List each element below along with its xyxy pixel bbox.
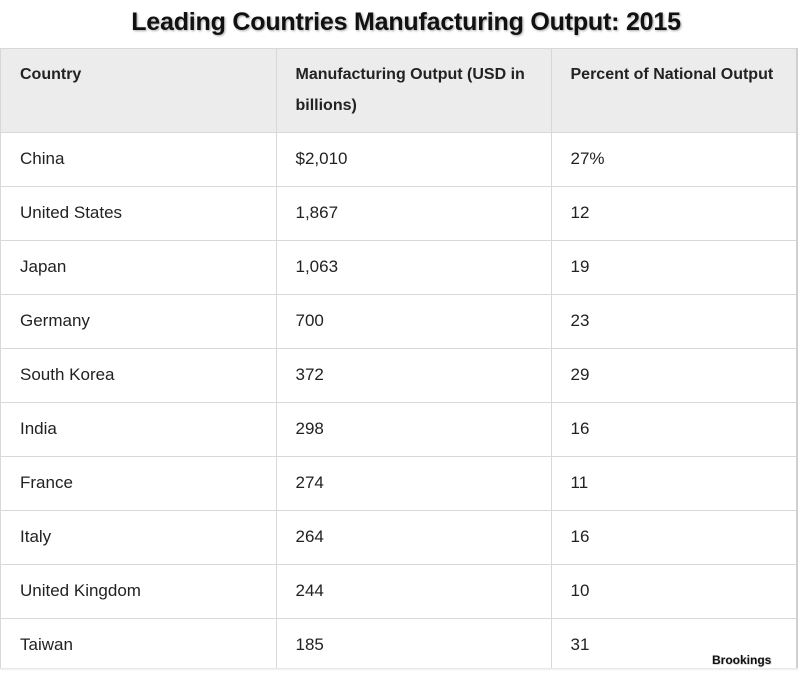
cell-country: France [1,456,277,511]
cell-country: United Kingdom [1,564,277,619]
cell-country: Germany [1,294,277,349]
table-row: South Korea 372 29 [1,348,798,403]
table-row: United Kingdom 244 10 [1,564,798,619]
table-row: Italy 264 16 [1,510,798,565]
column-header-percent-national-output: Percent of National Output [551,49,798,133]
cell-country: Italy [1,510,277,565]
cell-manufacturing-output: 700 [276,294,552,349]
data-table-container: Country Manufacturing Output (USD in bil… [0,48,798,671]
table-row: France 274 11 [1,456,798,511]
table-row: Taiwan 185 31 [1,618,798,671]
table-row: Germany 700 23 [1,294,798,349]
table-row: China $2,010 27% [1,132,798,187]
table-right-border [796,48,798,670]
cell-manufacturing-output: 372 [276,348,552,403]
cell-percent-national-output: 29 [551,348,798,403]
cell-percent-national-output: 27% [551,132,798,187]
cell-manufacturing-output: 185 [276,618,552,671]
table-row: Japan 1,063 19 [1,240,798,295]
table-bottom-shadow [0,668,798,671]
cell-country: Taiwan [1,618,277,671]
cell-percent-national-output: 19 [551,240,798,295]
cell-manufacturing-output: 1,063 [276,240,552,295]
data-table: Country Manufacturing Output (USD in bil… [1,49,798,671]
chart-title: Leading Countries Manufacturing Output: … [131,8,681,36]
cell-manufacturing-output: $2,010 [276,132,552,187]
cell-country: China [1,132,277,187]
cell-percent-national-output: 16 [551,510,798,565]
cell-country: South Korea [1,348,277,403]
cell-percent-national-output: 11 [551,456,798,511]
source-credit: Brookings [712,653,772,667]
cell-manufacturing-output: 1,867 [276,186,552,241]
cell-percent-national-output: 10 [551,564,798,619]
cell-percent-national-output: 12 [551,186,798,241]
column-header-country: Country [1,49,277,133]
cell-percent-national-output: 31 [551,618,798,671]
cell-manufacturing-output: 298 [276,402,552,457]
cell-manufacturing-output: 244 [276,564,552,619]
cell-country: United States [1,186,277,241]
cell-country: India [1,402,277,457]
table-header-row: Country Manufacturing Output (USD in bil… [1,49,798,133]
table-row: United States 1,867 12 [1,186,798,241]
cell-manufacturing-output: 274 [276,456,552,511]
cell-percent-national-output: 16 [551,402,798,457]
cell-country: Japan [1,240,277,295]
cell-manufacturing-output: 264 [276,510,552,565]
table-row: India 298 16 [1,402,798,457]
column-header-manufacturing-output: Manufacturing Output (USD in billions) [276,49,552,133]
cell-percent-national-output: 23 [551,294,798,349]
